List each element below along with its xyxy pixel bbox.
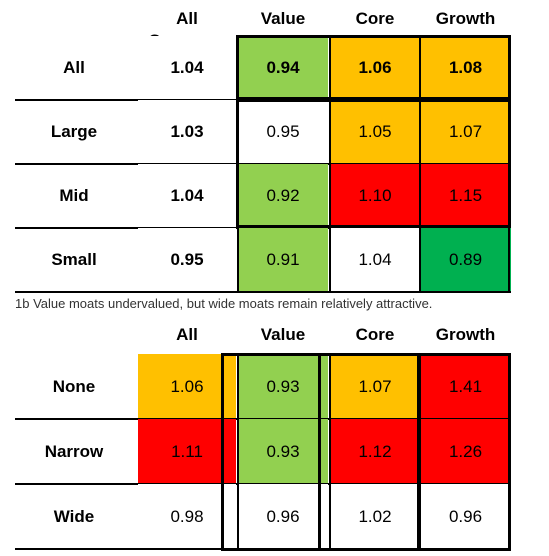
row-label: Narrow bbox=[44, 442, 104, 461]
column-divider bbox=[419, 36, 421, 292]
table-cell: 1.12 bbox=[330, 419, 420, 484]
column-divider bbox=[508, 354, 510, 549]
table-cell: 1.08 bbox=[420, 36, 511, 100]
column-header: Growth bbox=[435, 9, 496, 28]
table-cell: 1.06 bbox=[138, 354, 236, 419]
row-label: Large bbox=[50, 122, 98, 141]
table-cell: 1.04 bbox=[330, 228, 420, 292]
table-cell: 1.06 bbox=[330, 36, 420, 100]
row-label: None bbox=[52, 377, 96, 396]
table-cell: 0.93 bbox=[238, 354, 328, 419]
table-cell: 1.02 bbox=[330, 484, 420, 549]
column-header: Value bbox=[260, 9, 306, 28]
row-label: Mid bbox=[59, 186, 89, 205]
column-divider bbox=[329, 354, 331, 549]
table-cell: 1.05 bbox=[330, 100, 420, 164]
table-cell: 1.07 bbox=[420, 100, 511, 164]
column-divider bbox=[237, 36, 239, 292]
row-label: Small bbox=[51, 250, 97, 269]
column-divider bbox=[237, 354, 239, 549]
table-top-rule bbox=[221, 353, 511, 355]
table-cell: 1.11 bbox=[138, 419, 236, 484]
table-cell: 1.15 bbox=[420, 164, 511, 228]
row-divider bbox=[15, 548, 511, 550]
column-header: All bbox=[176, 325, 198, 344]
table-cell: 0.95 bbox=[238, 100, 328, 164]
row-divider bbox=[15, 291, 511, 293]
column-divider bbox=[419, 354, 421, 549]
table-cell: 0.92 bbox=[238, 164, 328, 228]
table-cell: 1.26 bbox=[420, 419, 511, 484]
column-header: Core bbox=[355, 325, 395, 344]
table-cell: 0.98 bbox=[138, 484, 236, 549]
column-divider bbox=[508, 36, 510, 292]
table-cell: 1.04 bbox=[138, 164, 236, 228]
table-cell: 0.89 bbox=[420, 228, 511, 292]
table-cell: 1.07 bbox=[330, 354, 420, 419]
column-divider bbox=[329, 36, 331, 292]
table-cell: 1.04 bbox=[138, 36, 236, 100]
table-cell: 0.93 bbox=[238, 419, 328, 484]
table-cell: 1.10 bbox=[330, 164, 420, 228]
table-top-rule bbox=[236, 35, 511, 37]
table-1b-caption: 1b Value moats undervalued, but wide moa… bbox=[15, 296, 433, 311]
column-header: Growth bbox=[435, 325, 496, 344]
column-header: Value bbox=[260, 325, 306, 344]
table-cell: 0.96 bbox=[238, 484, 328, 549]
table-cell: 0.95 bbox=[138, 228, 236, 292]
table-cell: 0.91 bbox=[238, 228, 328, 292]
column-header: Core bbox=[355, 9, 395, 28]
table-cell: 0.96 bbox=[420, 484, 511, 549]
table-cell: 0.94 bbox=[238, 36, 328, 100]
table-cell: 1.41 bbox=[420, 354, 511, 419]
row-label: Wide bbox=[53, 507, 95, 526]
table-cell: 1.03 bbox=[138, 100, 236, 164]
row-label: All bbox=[63, 58, 85, 77]
